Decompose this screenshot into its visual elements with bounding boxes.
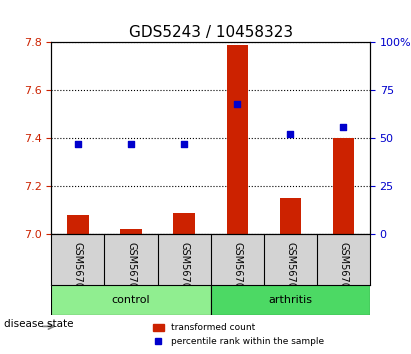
Point xyxy=(128,141,134,147)
Bar xyxy=(173,212,195,234)
Bar xyxy=(279,198,301,234)
Point xyxy=(75,141,81,147)
Text: GSM567081: GSM567081 xyxy=(285,242,295,301)
FancyBboxPatch shape xyxy=(210,285,370,315)
Legend: transformed count, percentile rank within the sample: transformed count, percentile rank withi… xyxy=(149,320,328,349)
Point xyxy=(340,124,346,130)
Text: GSM567074: GSM567074 xyxy=(73,242,83,301)
Text: GSM567075: GSM567075 xyxy=(126,242,136,301)
Text: disease state: disease state xyxy=(4,319,74,329)
Bar xyxy=(120,229,142,234)
Text: GSM567080: GSM567080 xyxy=(232,242,242,301)
Text: GSM567082: GSM567082 xyxy=(338,242,349,301)
Point xyxy=(181,141,187,147)
Bar xyxy=(226,45,248,234)
Title: GDS5243 / 10458323: GDS5243 / 10458323 xyxy=(129,25,293,40)
Bar xyxy=(333,138,354,234)
Point xyxy=(287,132,293,137)
Text: arthritis: arthritis xyxy=(268,295,312,305)
Text: GSM567076: GSM567076 xyxy=(179,242,189,301)
FancyBboxPatch shape xyxy=(51,285,210,315)
Text: control: control xyxy=(112,295,150,305)
Point xyxy=(234,101,240,107)
Bar xyxy=(67,215,88,234)
